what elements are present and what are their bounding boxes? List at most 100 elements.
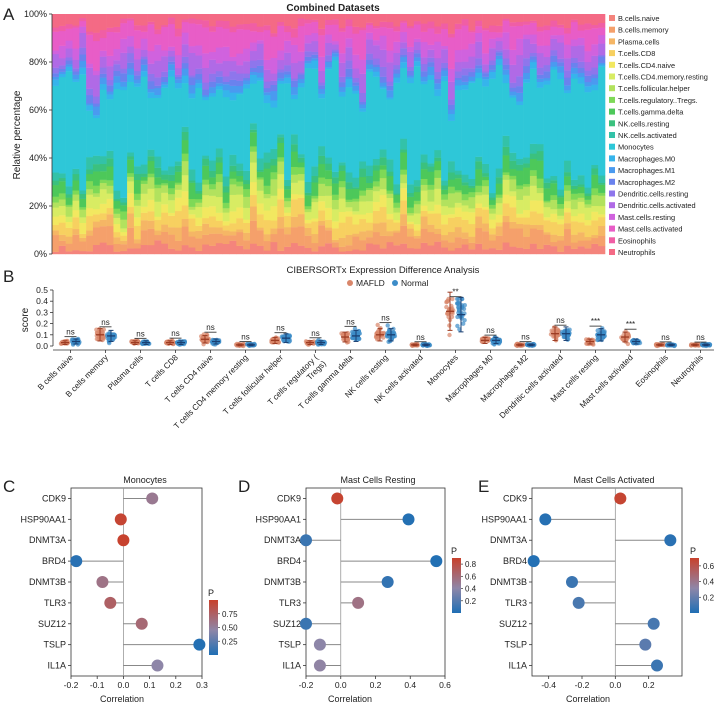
bar-segment-t-cells-gamma-delta <box>106 166 114 181</box>
bar-segment-t-cells-regulatory-tregs <box>58 193 66 200</box>
bar-segment-macrophages-m1 <box>454 79 462 86</box>
bar-segment-mast-cells-activated <box>140 31 148 39</box>
bar-segment-plasma-cells <box>154 230 162 236</box>
bar-segment-mast-cells-resting <box>270 57 278 74</box>
legend-label-t-cells-cd8: T.cells.CD8 <box>618 49 655 58</box>
bar-segment-dendritic-cells-resting <box>338 76 346 83</box>
bar-segment-b-cells-naive <box>277 250 285 255</box>
bar-segment-macrophages-m2 <box>256 65 264 73</box>
bar-segment-b-cells-memory <box>72 234 80 251</box>
bar-segment-b-cells-naive <box>236 245 244 255</box>
bar-segment-macrophages-m1 <box>564 85 572 91</box>
bar-segment-b-cells-naive <box>168 248 176 255</box>
bar-segment-mast-cells-resting <box>529 34 538 44</box>
bar-segment-dendritic-cells-resting <box>181 56 189 64</box>
bar-segment-plasma-cells <box>209 227 217 234</box>
bar-segment-mast-cells-resting <box>591 44 599 56</box>
bar-segment-t-cells-cd4-memory-resting <box>331 209 340 222</box>
legend-swatch-t-cells-follicular-helper <box>609 85 615 92</box>
bar-segment-t-cells-regulatory-tregs <box>202 179 210 185</box>
bar-segment-macrophages-m0 <box>352 90 360 94</box>
bar-segment-mast-cells-activated <box>113 32 121 50</box>
bar-segment-t-cells-cd8 <box>475 207 483 217</box>
bar-segment-t-cells-cd4-naive <box>434 204 442 214</box>
lollipop-dot-brd4 <box>527 555 540 568</box>
bar-segment-t-cells-follicular-helper <box>147 177 155 189</box>
lollipop-dot-suz12 <box>300 617 312 630</box>
bar-segment-dendritic-cells-activated <box>154 60 162 78</box>
bar-segment-t-cells-gamma-delta <box>99 171 107 180</box>
bar-segment-mast-cells-activated <box>345 25 353 39</box>
bar-segment-t-cells-cd4-naive <box>413 224 421 231</box>
x-tick-label: T cells follicular helper <box>221 353 285 417</box>
bar-segment-mast-cells-activated <box>591 28 599 45</box>
bar-segment-b-cells-memory <box>591 237 599 244</box>
legend-mafld-label: MAFLD <box>356 278 385 288</box>
bar-segment-mast-cells-resting <box>188 46 196 54</box>
bar-segment-nk-cells-activated <box>352 177 360 188</box>
bar-segment-neutrophils <box>92 14 101 33</box>
bar-segment-mast-cells-resting <box>584 51 592 63</box>
bar-segment-b-cells-naive <box>400 243 408 255</box>
bar-segment-macrophages-m2 <box>290 80 299 88</box>
bar-segment-mast-cells-activated <box>386 28 394 51</box>
legend-swatch-macrophages-m1 <box>609 167 615 174</box>
bar-segment-eosinophils <box>270 33 278 37</box>
bar-segment-macrophages-m2 <box>133 75 142 80</box>
bar-segment-t-cells-cd4-naive <box>229 211 237 224</box>
bar-segment-t-cells-gamma-delta <box>407 196 415 208</box>
bar-segment-macrophages-m2 <box>222 81 230 85</box>
bar-segment-t-cells-follicular-helper <box>502 174 510 180</box>
bar-segment-t-cells-follicular-helper <box>536 187 544 194</box>
bar-segment-t-cells-cd4-memory-resting <box>345 207 353 212</box>
legend-swatch-macrophages-m2 <box>609 178 615 185</box>
bar-segment-t-cells-gamma-delta <box>352 188 360 199</box>
bar-segment-t-cells-cd8 <box>270 220 278 229</box>
bar-segment-macrophages-m2 <box>249 67 258 72</box>
chart-e-p-legend-title: P <box>690 546 696 556</box>
bar-segment-mast-cells-activated <box>427 28 435 45</box>
bar-segment-nk-cells-activated <box>379 149 387 158</box>
bar-segment-t-cells-gamma-delta <box>325 170 333 180</box>
data-point-normal <box>461 321 466 326</box>
bar-segment-b-cells-naive <box>495 249 503 255</box>
bar-segment-macrophages-m1 <box>427 66 435 76</box>
bar-segment-t-cells-regulatory-tregs <box>550 194 558 200</box>
panel-label-e: E <box>478 477 489 496</box>
bar-segment-t-cells-gamma-delta <box>420 169 428 179</box>
legend-label-t-cells-follicular-helper: T.cells.follicular.helper <box>618 84 690 93</box>
bar-segment-macrophages-m0 <box>277 80 285 84</box>
bar-segment-mast-cells-activated <box>393 31 401 42</box>
bar-segment-t-cells-regulatory-tregs <box>427 184 435 190</box>
significance-label: ns <box>276 324 284 333</box>
bar-segment-t-cells-cd4-memory-resting <box>174 189 183 198</box>
bar-segment-macrophages-m1 <box>229 85 237 93</box>
bar-segment-dendritic-cells-resting <box>413 49 421 54</box>
bar-segment-eosinophils <box>482 27 490 31</box>
bar-segment-b-cells-memory <box>58 240 66 246</box>
bar-segment-nk-cells-activated <box>236 163 244 171</box>
bar-segment-t-cells-cd4-memory-resting <box>400 182 408 189</box>
bar-segment-t-cells-cd4-memory-resting <box>379 189 387 196</box>
bar-segment-t-cells-cd8 <box>564 212 572 224</box>
bar-segment-neutrophils <box>72 14 80 26</box>
bar-segment-macrophages-m0 <box>495 58 503 66</box>
bar-segment-mast-cells-resting <box>58 45 66 59</box>
bar-segment-mast-cells-activated <box>529 22 538 35</box>
legend-label-nk-cells-resting: NK.cells.resting <box>618 119 669 128</box>
bar-segment-dendritic-cells-resting <box>195 68 203 75</box>
bar-segment-eosinophils <box>529 20 538 23</box>
significance-label: ns <box>241 333 249 342</box>
bar-segment-macrophages-m1 <box>345 76 353 80</box>
bar-segment-b-cells-naive <box>345 250 353 255</box>
bar-segment-nk-cells-activated <box>79 190 87 195</box>
bar-segment-t-cells-follicular-helper <box>447 193 456 208</box>
bar-segment-mast-cells-activated <box>270 36 278 58</box>
bar-segment-neutrophils <box>222 14 230 22</box>
bar-segment-nk-cells-resting <box>543 182 551 189</box>
bar-segment-b-cells-naive <box>557 251 565 255</box>
bar-segment-b-cells-naive <box>147 244 155 255</box>
bar-segment-b-cells-memory <box>352 236 360 250</box>
bar-segment-neutrophils <box>413 14 421 22</box>
bar-segment-plasma-cells <box>564 223 572 230</box>
